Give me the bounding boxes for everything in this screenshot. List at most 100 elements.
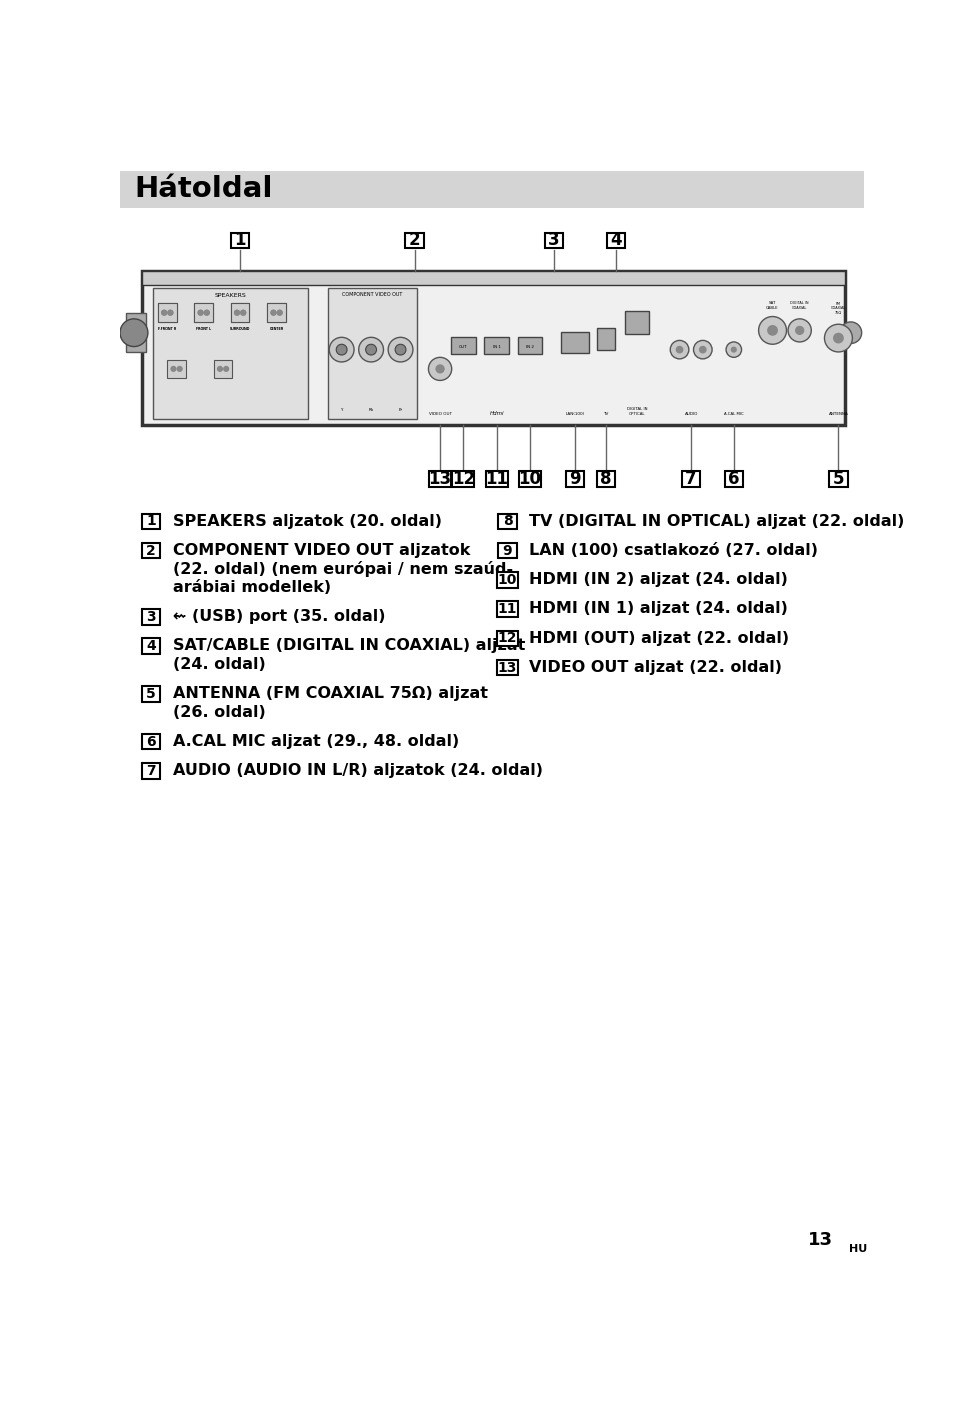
Bar (158, 304, 177, 322)
Bar (194, 304, 213, 322)
Text: Pb: Pb (369, 408, 373, 412)
Text: 5: 5 (146, 687, 156, 701)
Text: 8: 8 (600, 470, 612, 487)
Bar (625, 311, 649, 335)
Bar (596, 328, 615, 349)
Circle shape (825, 325, 852, 352)
Bar (126, 314, 146, 352)
Text: OUT: OUT (459, 345, 468, 349)
FancyBboxPatch shape (565, 472, 585, 487)
Circle shape (840, 322, 862, 343)
Bar (327, 288, 417, 419)
Circle shape (161, 309, 167, 316)
Text: DIGITAL IN
COAXIAL: DIGITAL IN COAXIAL (790, 301, 809, 309)
Bar (194, 304, 213, 322)
Text: IN 2: IN 2 (526, 345, 534, 349)
FancyBboxPatch shape (596, 472, 615, 487)
Text: 11: 11 (497, 603, 517, 616)
Text: 4: 4 (146, 638, 156, 653)
Text: FRONT L: FRONT L (196, 326, 211, 331)
Text: Hátoldal: Hátoldal (134, 175, 273, 204)
Circle shape (167, 309, 174, 316)
Circle shape (833, 332, 844, 343)
Circle shape (198, 309, 204, 316)
Text: 6: 6 (728, 470, 739, 487)
Circle shape (359, 338, 383, 362)
Bar (120, 171, 864, 208)
Circle shape (670, 341, 689, 359)
Text: HDMI (IN 1) aljzat (24. oldal): HDMI (IN 1) aljzat (24. oldal) (529, 601, 788, 617)
Text: SURROUND: SURROUND (230, 326, 251, 331)
Text: DIGITAL IN
OPTICAL: DIGITAL IN OPTICAL (627, 408, 647, 416)
Text: arábiai modellek): arábiai modellek) (173, 580, 331, 594)
Circle shape (726, 342, 741, 358)
Circle shape (396, 345, 406, 355)
Text: CENTER: CENTER (270, 326, 283, 331)
Circle shape (223, 366, 229, 372)
Text: 1: 1 (234, 231, 246, 249)
Text: 7: 7 (146, 764, 156, 778)
Text: ANTENNA: ANTENNA (828, 412, 849, 416)
Bar (451, 338, 476, 355)
Bar (142, 271, 845, 285)
Text: 10: 10 (518, 470, 541, 487)
Circle shape (795, 326, 804, 335)
Circle shape (161, 309, 167, 316)
Text: 6: 6 (146, 734, 156, 748)
Circle shape (758, 316, 786, 345)
Circle shape (276, 309, 283, 316)
Bar (230, 304, 250, 322)
Text: IN 1: IN 1 (492, 345, 500, 349)
Text: 11: 11 (485, 470, 508, 487)
Text: LAN(100): LAN(100) (565, 412, 585, 416)
FancyBboxPatch shape (486, 472, 508, 487)
Bar (561, 332, 588, 353)
Text: 3: 3 (548, 231, 560, 249)
Text: 8: 8 (503, 514, 513, 529)
Circle shape (198, 309, 204, 316)
FancyBboxPatch shape (607, 232, 625, 248)
Bar (154, 288, 308, 419)
Text: LAN (100) csatlakozó (27. oldal): LAN (100) csatlakozó (27. oldal) (529, 543, 818, 559)
Text: HDMI (IN 2) aljzat (24. oldal): HDMI (IN 2) aljzat (24. oldal) (529, 573, 788, 587)
Circle shape (170, 366, 177, 372)
Text: AUDIO: AUDIO (684, 412, 698, 416)
Text: HU: HU (849, 1244, 867, 1254)
FancyBboxPatch shape (142, 685, 160, 701)
Text: (24. oldal): (24. oldal) (173, 657, 266, 671)
Text: ⇜ (USB) port (35. oldal): ⇜ (USB) port (35. oldal) (173, 608, 385, 624)
Circle shape (336, 345, 348, 355)
Text: TV: TV (603, 412, 609, 416)
Circle shape (731, 346, 737, 353)
Bar (167, 359, 186, 378)
FancyBboxPatch shape (142, 638, 160, 654)
Circle shape (217, 366, 223, 372)
Text: Pr: Pr (398, 408, 402, 412)
Text: SAT/CABLE (DIGITAL IN COAXIAL) aljzat: SAT/CABLE (DIGITAL IN COAXIAL) aljzat (173, 638, 525, 654)
FancyBboxPatch shape (498, 543, 516, 559)
Circle shape (767, 325, 778, 336)
Text: 4: 4 (611, 231, 622, 249)
Text: VIDEO OUT aljzat (22. oldal): VIDEO OUT aljzat (22. oldal) (529, 660, 782, 675)
FancyBboxPatch shape (142, 764, 160, 778)
Circle shape (271, 309, 276, 316)
FancyBboxPatch shape (496, 660, 518, 675)
Text: 13: 13 (428, 470, 451, 487)
Circle shape (204, 309, 210, 316)
Text: 2: 2 (409, 231, 420, 249)
Text: Hdmi: Hdmi (490, 410, 504, 416)
Circle shape (329, 338, 354, 362)
Text: SAT
CABLE: SAT CABLE (766, 301, 779, 309)
Text: 12: 12 (497, 631, 517, 646)
Text: FM
COAXIAL
75Ω: FM COAXIAL 75Ω (830, 302, 846, 315)
Circle shape (240, 309, 247, 316)
Text: 12: 12 (452, 470, 475, 487)
Text: HDMI (OUT) aljzat (22. oldal): HDMI (OUT) aljzat (22. oldal) (529, 631, 789, 646)
Bar (214, 359, 232, 378)
FancyBboxPatch shape (142, 513, 160, 529)
Circle shape (167, 309, 174, 316)
Text: A.CAL MIC: A.CAL MIC (724, 412, 744, 416)
Text: 10: 10 (498, 573, 517, 587)
FancyBboxPatch shape (142, 543, 160, 559)
FancyBboxPatch shape (496, 631, 518, 646)
